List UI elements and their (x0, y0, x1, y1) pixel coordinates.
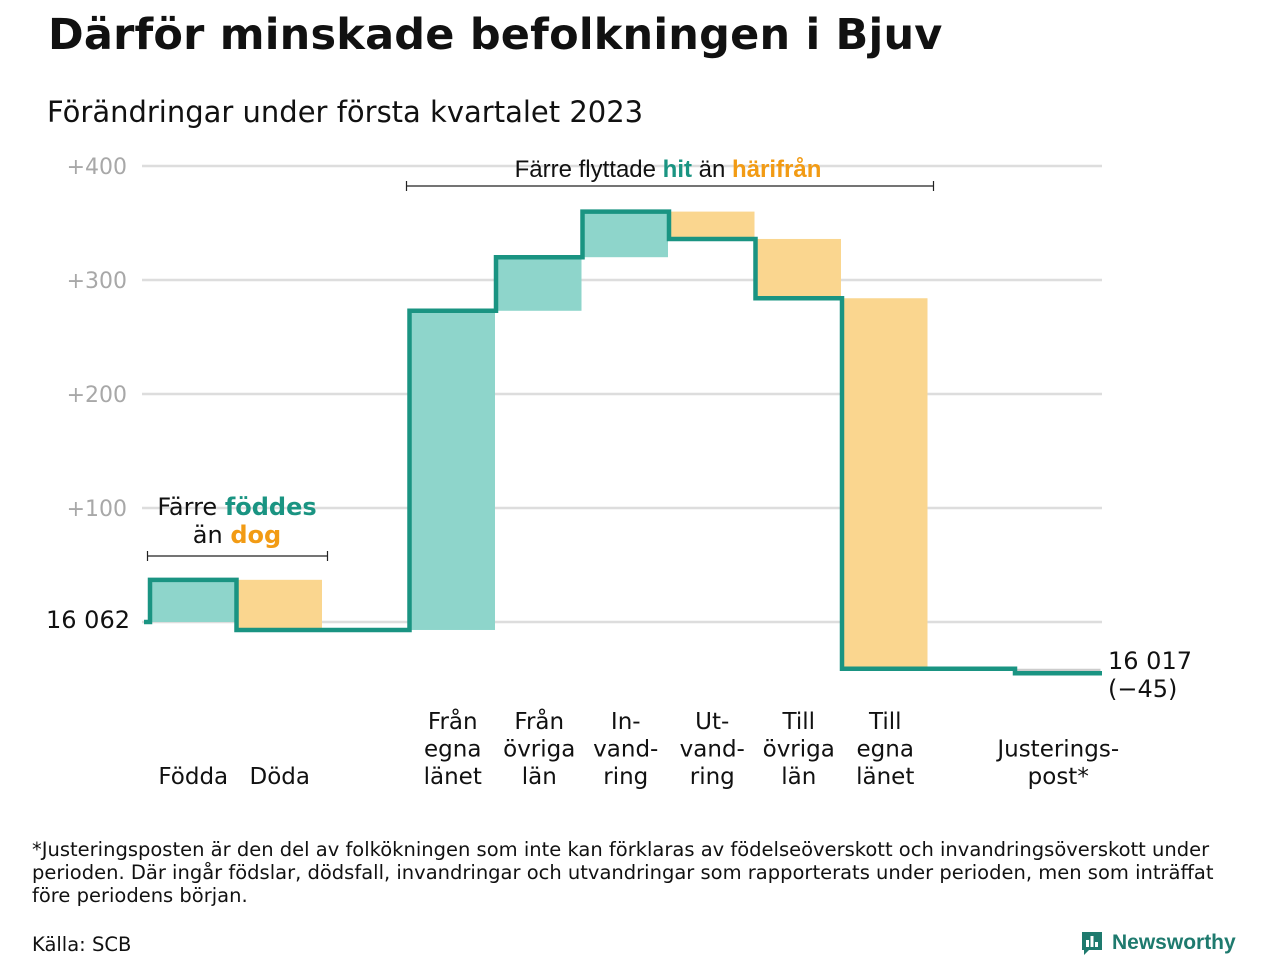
birth-death-label-text: Färre (157, 493, 225, 521)
bar-chart-badge-icon (1082, 932, 1102, 955)
x-category-label: Från egna länet (424, 707, 482, 790)
category-labels: Födda Döda Från egna länet Från övriga län In-va… (158, 707, 1119, 790)
birth-death-label-line2: än dog (193, 521, 281, 549)
bar-decrease (843, 298, 928, 669)
bar-increase (497, 257, 582, 311)
page-title: Därför minskade befolkningen i Bjuv (48, 10, 943, 60)
bar-decrease (756, 238, 841, 299)
bar-increase (583, 211, 668, 258)
brand-logo[interactable]: Newsworthy (1080, 928, 1236, 958)
page-subtitle: Förändringar under första kvartalet 2023 (47, 95, 644, 129)
end-change-label: (−45) (1108, 675, 1177, 703)
bar-increase (151, 579, 236, 622)
migration-label-text-2: än (692, 156, 732, 183)
birth-death-label-highlight: föddes (225, 493, 317, 521)
cumulative-step-line (144, 209, 1102, 676)
bar-decrease (237, 579, 322, 630)
x-category-label: Justerings-post* (995, 737, 1119, 791)
y-tick-label: +300 (67, 269, 127, 294)
bar-adjustment (1016, 668, 1101, 674)
y-tick-label: +200 (67, 383, 127, 408)
bar-increase (410, 310, 495, 630)
y-tick-label: +400 (67, 155, 127, 180)
x-category-label: In-vand-ring (593, 709, 658, 790)
migration-label-text: Färre flyttade (515, 156, 663, 183)
birth-death-label-highlight-2: dog (230, 521, 281, 549)
bars (151, 211, 1101, 674)
x-category-label: Ut-vand-ring (680, 709, 745, 790)
bar-decrease (670, 211, 755, 239)
end-value-label: 16 017 (1108, 647, 1192, 675)
migration-label-hit: hit (663, 156, 692, 183)
x-category-label: Till egna länet (856, 709, 914, 790)
y-tick-label: +100 (67, 497, 127, 522)
birth-death-label-line1: Färre föddes (157, 493, 316, 521)
migration-annotation: Färre flyttade hit än härifrån (405, 156, 935, 191)
migration-label-harifran: härifrån (732, 156, 821, 183)
source-note: Källa: SCB (32, 933, 132, 956)
birth-death-label-text-2: än (193, 521, 231, 549)
start-value-label: 16 062 (46, 606, 130, 634)
footnote: *Justeringsposten är den del av folkökni… (32, 838, 1214, 907)
x-category-label: Födda (158, 764, 228, 790)
x-category-label: Döda (250, 764, 310, 790)
migration-label: Färre flyttade hit än härifrån (515, 156, 822, 183)
birth-death-annotation: Färre föddes än dog (146, 493, 329, 561)
x-category-label: Från övriga län (503, 707, 575, 790)
x-category-label: Till övriga län (763, 709, 835, 790)
brand-name: Newsworthy (1112, 931, 1236, 954)
